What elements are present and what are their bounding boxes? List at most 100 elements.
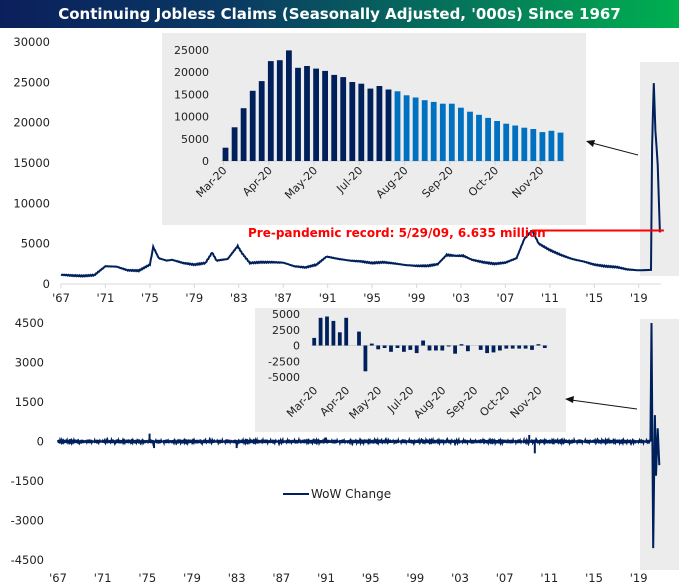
arrow-top-head — [586, 140, 595, 147]
inset-bar — [322, 70, 328, 161]
inset2-y-tick-label: 0 — [293, 340, 300, 353]
inset2-bar — [504, 345, 509, 349]
legend-label: WoW Change — [311, 487, 391, 501]
wow-x-tick-label: '15 — [585, 571, 603, 585]
inset-bar — [286, 50, 292, 161]
inset-bar — [367, 88, 374, 161]
inset-bar — [240, 108, 247, 161]
inset-bar — [485, 117, 491, 161]
x-tick-label: '87 — [274, 291, 292, 305]
inset-bar — [439, 103, 446, 161]
inset-bar — [521, 127, 528, 161]
inset-y-tick-label: 0 — [202, 155, 209, 168]
wow-x-tick-label: '87 — [272, 571, 290, 585]
inset2-bar — [369, 343, 374, 346]
claims-line — [60, 83, 661, 278]
inset2-bar — [357, 331, 361, 346]
inset-bar — [304, 66, 310, 161]
inset2-bar — [325, 316, 329, 346]
y-tick-label: 20000 — [13, 116, 50, 130]
wow-y-tick-label: -4500 — [11, 553, 44, 567]
inset2-bar — [408, 345, 413, 350]
inset2-bar — [498, 345, 502, 351]
wow-y-tick-label: 0 — [37, 435, 44, 449]
y-tick-label: 25000 — [13, 75, 50, 89]
inset2-bar — [337, 332, 342, 346]
inset2-y-tick-label: -5000 — [268, 371, 300, 384]
arrow-top — [591, 142, 639, 156]
inset-bar — [258, 81, 265, 161]
inset-bar — [530, 129, 537, 161]
inset2-y-tick-label: -2500 — [268, 355, 300, 368]
inset2-bar — [536, 344, 541, 346]
wow-x-tick-label: '03 — [451, 571, 469, 585]
inset-bar — [231, 127, 238, 161]
x-tick-label: '83 — [230, 291, 248, 305]
inset2-bar — [414, 345, 419, 354]
inset2-y-tick-label: 5000 — [272, 308, 300, 321]
wow-y-tick-label: -1500 — [11, 474, 44, 488]
inset2-bar — [318, 317, 323, 346]
inset-bar — [331, 74, 338, 161]
arrow-bottom — [570, 399, 638, 410]
wow-pandemic-line — [649, 322, 661, 549]
inset2-bar — [491, 345, 496, 353]
inset2-bar — [446, 345, 451, 347]
inset2-bar — [478, 345, 483, 350]
inset-bar — [385, 89, 392, 161]
inset2-bar — [363, 345, 368, 372]
wow-x-tick-label: '75 — [138, 571, 156, 585]
inset-y-tick-label: 5000 — [181, 133, 209, 146]
inset-bar — [448, 103, 455, 161]
inset2-bar — [453, 345, 457, 354]
wow-x-tick-label: '67 — [49, 571, 67, 585]
inset-bar — [548, 130, 555, 161]
inset-bar — [539, 132, 546, 161]
x-tick-label: '15 — [585, 291, 603, 305]
inset-panel-bottom — [255, 308, 566, 432]
inset-bar — [295, 67, 301, 161]
inset2-bar — [376, 345, 381, 350]
highlight-panel-top — [640, 62, 679, 276]
wow-x-tick-label: '99 — [406, 571, 424, 585]
wow-x-tick-label: '19 — [630, 571, 648, 585]
inset2-bar — [530, 345, 534, 350]
inset-y-tick-label: 15000 — [174, 88, 209, 101]
x-tick-label: '07 — [497, 291, 515, 305]
inset2-bar — [485, 345, 489, 354]
inset-bar — [267, 61, 274, 161]
wow-x-tick-label: '07 — [496, 571, 514, 585]
inset-bar — [376, 86, 383, 161]
inset-bar — [276, 60, 283, 162]
inset2-bar — [312, 337, 317, 346]
y-tick-label: 10000 — [13, 196, 50, 210]
inset2-bar — [331, 320, 336, 346]
wow-x-tick-label: '79 — [183, 571, 201, 585]
inset2-bar — [427, 345, 432, 351]
x-tick-label: '19 — [630, 291, 648, 305]
highlight-panel-bottom — [640, 319, 679, 570]
inset-bar — [458, 107, 464, 161]
inset2-bar — [434, 345, 438, 351]
inset2-bar — [523, 345, 528, 349]
inset2-bar — [459, 344, 464, 346]
inset-bar — [403, 95, 410, 161]
inset-bar — [503, 123, 510, 161]
inset-bar — [421, 100, 428, 161]
wow-x-tick-label: '83 — [228, 571, 246, 585]
pre-pandemic-annotation: Pre-pandemic record: 5/29/09, 6.635 mill… — [248, 226, 546, 240]
inset2-bar — [510, 345, 515, 349]
y-tick-label: 30000 — [13, 35, 50, 49]
inset-bar — [430, 101, 437, 161]
inset2-bar — [517, 345, 522, 349]
inset-bar — [512, 125, 519, 161]
wow-x-tick-label: '71 — [94, 571, 112, 585]
inset-y-tick-label: 10000 — [174, 111, 209, 124]
inset2-y-tick-label: 2500 — [272, 324, 300, 337]
inset2-bar — [389, 345, 393, 352]
inset2-bar — [395, 345, 400, 348]
inset2-bar — [402, 345, 406, 352]
inset2-bar — [466, 345, 470, 352]
inset-bar — [358, 83, 365, 161]
y-tick-label: 0 — [43, 277, 50, 291]
